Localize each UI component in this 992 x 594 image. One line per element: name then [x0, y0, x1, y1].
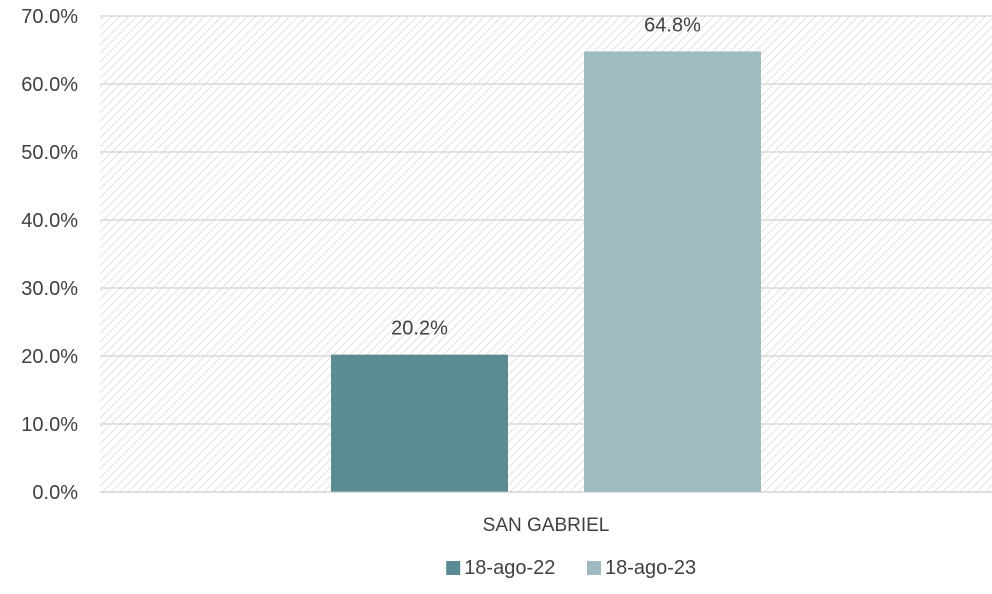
legend: 18-ago-22 18-ago-23: [446, 557, 696, 579]
y-tick-label: 60.0%: [21, 74, 78, 96]
bar-18-ago-23: [584, 51, 761, 492]
legend-swatch: [587, 561, 601, 575]
y-tick-label: 30.0%: [21, 278, 78, 300]
y-tick-label: 50.0%: [21, 142, 78, 164]
x-category-label: SAN GABRIEL: [483, 515, 610, 536]
bar-18-ago-22: [331, 355, 508, 492]
plot-area: [100, 16, 992, 492]
x-axis-category-labels: SAN GABRIEL: [483, 515, 610, 536]
y-axis-tick-labels: 0.0% 10.0% 20.0% 30.0% 40.0% 50.0% 60.0% 70.0%: [21, 6, 78, 504]
data-label: 64.8%: [644, 14, 701, 36]
y-tick-label: 20.0%: [21, 346, 78, 368]
legend-swatch: [446, 561, 460, 575]
legend-label: 18-ago-22: [464, 557, 555, 579]
y-tick-label: 40.0%: [21, 210, 78, 232]
y-tick-label: 10.0%: [21, 414, 78, 436]
legend-label: 18-ago-23: [605, 557, 696, 579]
data-label: 20.2%: [391, 318, 448, 340]
y-tick-label: 0.0%: [32, 482, 78, 504]
y-tick-label: 70.0%: [21, 6, 78, 28]
